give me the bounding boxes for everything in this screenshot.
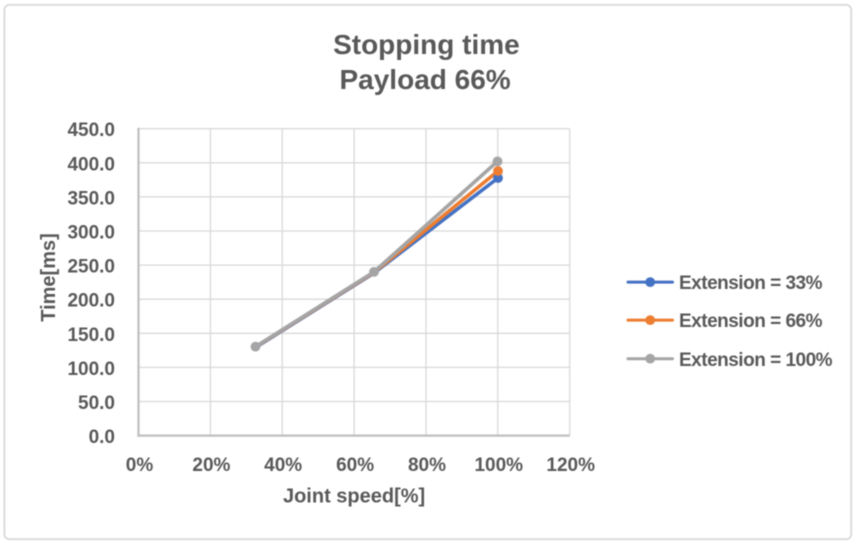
svg-text:450.0: 450.0	[67, 120, 115, 141]
svg-text:350.0: 350.0	[67, 188, 115, 209]
svg-text:400.0: 400.0	[67, 154, 115, 175]
svg-text:0.0: 0.0	[89, 427, 115, 448]
svg-text:100.0: 100.0	[67, 359, 115, 380]
svg-text:200.0: 200.0	[67, 291, 115, 312]
svg-text:150.0: 150.0	[67, 325, 115, 346]
svg-text:Extension = 33%: Extension = 33%	[679, 273, 823, 294]
svg-text:Joint speed[%]: Joint speed[%]	[283, 485, 425, 507]
svg-text:20%: 20%	[192, 455, 230, 476]
svg-text:Extension = 66%: Extension = 66%	[679, 311, 823, 332]
svg-text:60%: 60%	[336, 455, 374, 476]
svg-text:50.0: 50.0	[78, 393, 115, 414]
svg-text:40%: 40%	[264, 455, 302, 476]
svg-text:120%: 120%	[546, 455, 595, 476]
svg-text:250.0: 250.0	[67, 257, 115, 278]
svg-text:0%: 0%	[126, 455, 154, 476]
svg-text:Payload 66%: Payload 66%	[339, 64, 510, 95]
svg-text:Extension = 100%: Extension = 100%	[679, 350, 833, 371]
svg-text:Stopping time: Stopping time	[333, 29, 520, 60]
svg-text:Time[ms]: Time[ms]	[38, 233, 60, 322]
svg-text:100%: 100%	[474, 455, 523, 476]
svg-text:80%: 80%	[408, 455, 446, 476]
svg-text:300.0: 300.0	[67, 223, 115, 244]
